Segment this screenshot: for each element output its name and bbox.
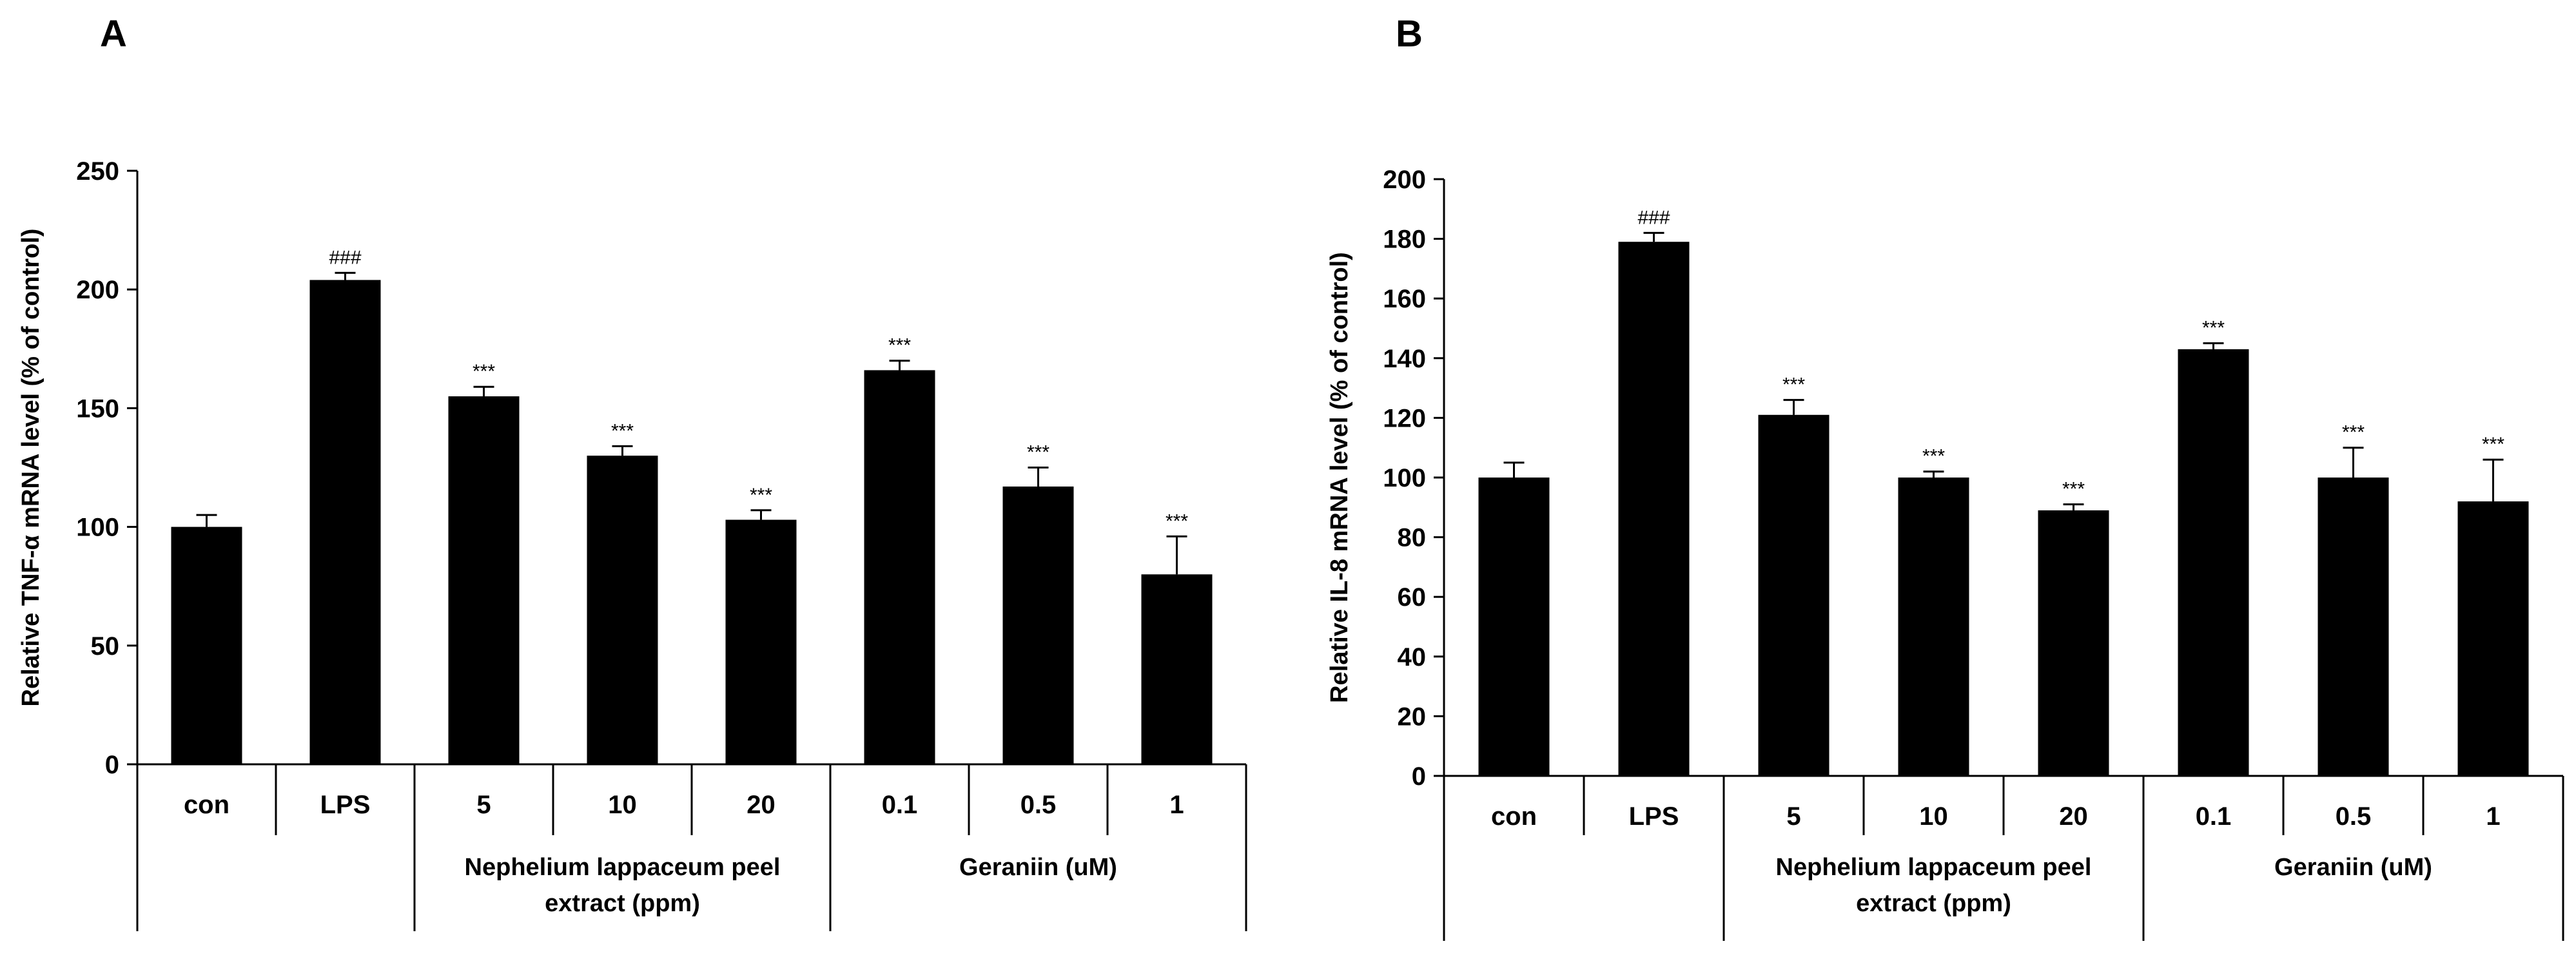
bar: [1758, 414, 1830, 776]
y-axis-title: Relative IL-8 mRNA level (% of control): [1326, 252, 1353, 703]
x-category-label: 0.5: [1020, 791, 1057, 819]
significance-mark: ***: [473, 361, 495, 382]
x-category-label: con: [184, 791, 229, 819]
significance-mark: ***: [2062, 479, 2085, 500]
significance-mark: ***: [1782, 374, 1805, 396]
x-category-label: 10: [608, 791, 637, 819]
y-tick-label: 180: [1383, 226, 1426, 254]
x-category-label: 20: [746, 791, 776, 819]
group-label: Nephelium lappaceum peel: [1776, 854, 2092, 881]
significance-mark: ***: [2202, 318, 2225, 339]
bar: [2178, 349, 2249, 776]
bar: [1618, 242, 1690, 777]
significance-mark: ***: [2482, 434, 2504, 455]
x-category-label: 5: [476, 791, 491, 819]
x-category-label: 1: [2486, 802, 2500, 831]
x-category-label: 10: [1919, 802, 1948, 831]
x-category-label: 0.1: [882, 791, 918, 819]
bar: [448, 396, 520, 764]
y-tick-label: 20: [1398, 702, 1427, 731]
y-tick-label: 250: [76, 157, 119, 186]
y-tick-label: 200: [76, 276, 119, 304]
significance-mark: ***: [611, 420, 634, 441]
significance-mark: ***: [1922, 446, 1945, 467]
bar: [864, 370, 935, 764]
bar: [1141, 574, 1213, 764]
y-tick-label: 60: [1398, 583, 1427, 612]
y-tick-label: 0: [1412, 762, 1426, 791]
significance-mark: ***: [750, 485, 772, 506]
bar: [2317, 478, 2389, 776]
significance-mark: ###: [329, 247, 361, 268]
x-category-label: LPS: [320, 791, 371, 819]
bar: [309, 280, 381, 764]
x-category-label: LPS: [1629, 802, 1679, 831]
y-tick-label: 200: [1383, 166, 1426, 194]
x-category-label: 20: [2059, 802, 2088, 831]
y-tick-label: 50: [91, 632, 120, 661]
bar: [1478, 478, 1550, 776]
bar: [2457, 501, 2529, 776]
y-tick-label: 0: [105, 751, 119, 779]
group-label: Geraniin (uM): [2274, 854, 2432, 881]
y-tick-label: 100: [76, 514, 119, 542]
significance-mark: ***: [888, 335, 911, 356]
y-tick-label: 160: [1383, 285, 1426, 313]
chart-panel-a: 0 50 100 150 200 250 Relative TNF-α mRNA level…: [17, 157, 1247, 931]
y-tick-label: 40: [1398, 643, 1427, 671]
bar: [587, 456, 658, 764]
x-category-label: 0.1: [2196, 802, 2232, 831]
y-axis-title: Relative TNF-α mRNA level (% of control): [17, 229, 44, 707]
bar: [171, 526, 242, 764]
group-label: extract (ppm): [1856, 890, 2011, 917]
bar: [1898, 478, 1969, 776]
significance-mark: ***: [1027, 442, 1049, 463]
bar: [2038, 510, 2109, 776]
x-category-label: con: [1491, 802, 1537, 831]
y-tick-label: 140: [1383, 345, 1426, 373]
significance-mark: ***: [2342, 422, 2365, 443]
x-category-label: 1: [1169, 791, 1184, 819]
group-label: Nephelium lappaceum peel: [465, 854, 781, 881]
y-tick-label: 150: [76, 394, 119, 423]
y-tick-label: 120: [1383, 404, 1426, 432]
bar: [725, 519, 797, 764]
x-category-label: 5: [1786, 802, 1800, 831]
group-label: extract (ppm): [545, 890, 700, 917]
significance-mark: ###: [1637, 207, 1670, 228]
y-tick-label: 80: [1398, 524, 1427, 552]
significance-mark: ***: [1166, 510, 1188, 532]
x-category-label: 0.5: [2336, 802, 2372, 831]
bar: [1002, 486, 1074, 764]
group-label: Geraniin (uM): [959, 854, 1117, 881]
panel-letter-a: A: [100, 13, 127, 55]
y-tick-label: 100: [1383, 464, 1426, 492]
panel-letter-b: B: [1396, 13, 1423, 55]
